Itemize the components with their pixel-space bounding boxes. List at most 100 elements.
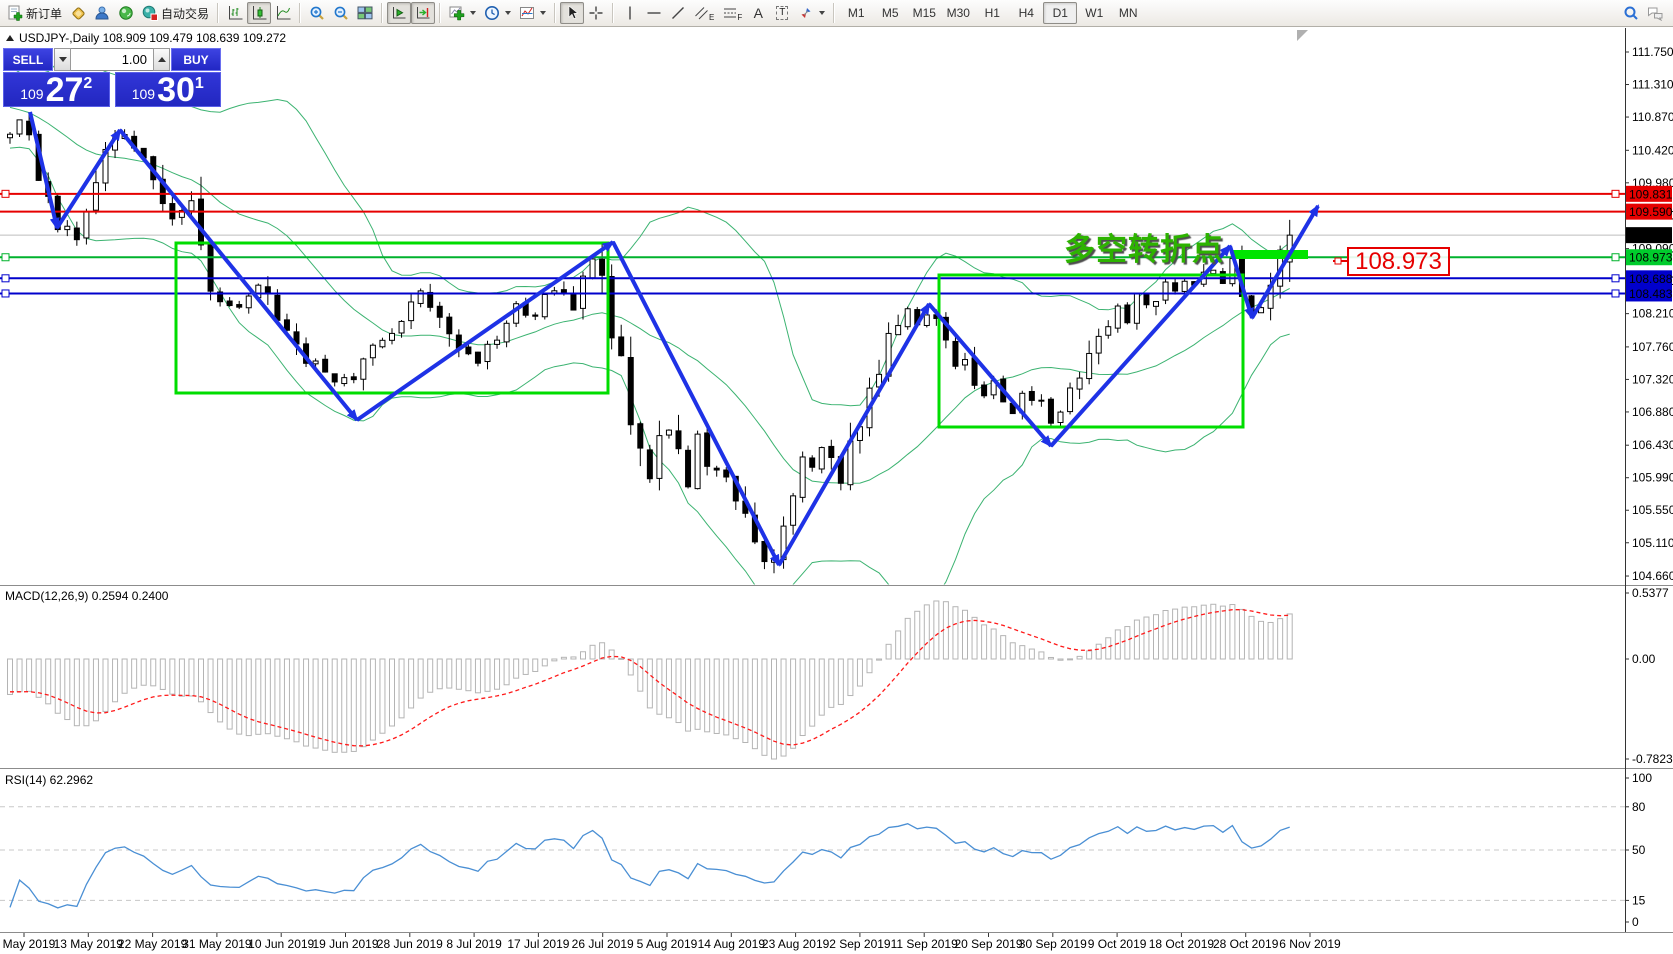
macd-histogram-bar (1086, 650, 1093, 660)
candle-body (188, 200, 195, 212)
zoom-in-button[interactable] (305, 2, 329, 24)
timeframe-h1-button[interactable]: H1 (984, 6, 1000, 20)
search-button[interactable] (1619, 2, 1643, 24)
sell-price-button[interactable]: 109 27 2 (3, 72, 110, 107)
signals-button[interactable] (114, 2, 138, 24)
volume-increase-button[interactable] (153, 48, 170, 71)
text-label-tool-button[interactable]: T (770, 2, 794, 24)
timeframe-mn-button[interactable]: MN (1118, 6, 1138, 20)
macd-histogram-bar (436, 658, 443, 690)
market-icon (95, 6, 109, 20)
macd-histogram-bar (264, 658, 271, 735)
timeframe-m30-button[interactable]: M30 (946, 6, 970, 20)
timeframe-m5-button[interactable]: M5 (881, 6, 899, 20)
date-axis-label: 28 Jun 2019 (377, 937, 443, 951)
text-tool-button[interactable]: A (746, 2, 770, 24)
horizontal-line-icon (647, 12, 661, 14)
zigzag-arrow[interactable] (118, 128, 359, 422)
volume-input[interactable] (71, 48, 153, 71)
zigzag-arrow[interactable] (55, 128, 122, 230)
macd-histogram-bar (1028, 648, 1035, 660)
line-handle[interactable] (1, 289, 10, 298)
candle-body (818, 447, 825, 470)
new-order-button[interactable]: 新订单 (3, 2, 66, 24)
timeframe-m15-button[interactable]: M15 (912, 6, 936, 20)
metaeditor-button[interactable] (66, 2, 90, 24)
price-tag (1626, 270, 1672, 287)
line-handle[interactable] (1, 274, 10, 283)
buy-button[interactable]: BUY (171, 48, 221, 71)
zigzag-arrow[interactable] (1049, 244, 1232, 448)
zigzag-arrow[interactable] (1228, 245, 1254, 320)
timeframe-h4-button[interactable]: H4 (1018, 6, 1034, 20)
callout-handle[interactable] (1334, 257, 1342, 265)
zigzag-arrow[interactable] (1250, 204, 1320, 320)
macd-histogram-bar (742, 658, 749, 743)
indicators-button[interactable] (445, 2, 480, 24)
chart-shift-marker-icon[interactable] (1297, 30, 1308, 41)
macd-histogram-bar (446, 658, 453, 689)
channel-tool-button[interactable]: E (690, 2, 718, 24)
trendline-tool-button[interactable] (666, 2, 690, 24)
line-chart-button[interactable] (271, 2, 295, 24)
green-trend-segment[interactable] (1232, 250, 1308, 259)
cursor-button[interactable] (560, 2, 585, 24)
new-order-label: 新订单 (26, 6, 63, 21)
sell-button[interactable]: SELL (3, 48, 53, 71)
macd-histogram-bar (1038, 651, 1045, 660)
zigzag-arrow[interactable] (777, 302, 931, 566)
candle-body (26, 120, 33, 136)
line-handle[interactable] (1, 253, 10, 262)
line-handle[interactable] (1611, 274, 1620, 283)
timeframe-d1-button[interactable]: D1 (1043, 2, 1078, 24)
templates-button[interactable] (515, 2, 550, 24)
bar-chart-button[interactable] (223, 2, 247, 24)
fibonacci-icon (724, 8, 737, 18)
rectangle-drawing[interactable] (174, 241, 610, 395)
market-button[interactable] (90, 2, 114, 24)
macd-histogram-bar (713, 658, 720, 734)
zigzag-arrow[interactable] (355, 240, 615, 422)
zigzag-arrow[interactable] (611, 241, 781, 567)
candle-body (312, 360, 319, 365)
tile-windows-button[interactable] (353, 2, 377, 24)
horizontal-line-tool-button[interactable] (642, 2, 666, 24)
candlestick-chart-button[interactable] (247, 2, 272, 24)
price-callout-label[interactable]: 108.973 (1347, 247, 1450, 276)
candle-body (474, 351, 481, 364)
rectangle-drawing[interactable] (937, 273, 1245, 429)
turning-point-annotation[interactable]: 多空转折点 (1064, 232, 1224, 267)
crosshair-button[interactable] (584, 2, 608, 24)
autotrading-button[interactable]: 自动交易 (138, 2, 213, 24)
line-handle[interactable] (1611, 289, 1620, 298)
buy-price-button[interactable]: 109 30 1 (114, 72, 221, 107)
chat-button[interactable] (1643, 2, 1667, 24)
arrows-tool-button[interactable] (794, 2, 829, 24)
macd-histogram-bar (35, 658, 42, 698)
macd-histogram-bar (1105, 637, 1112, 660)
date-axis-label: 31 May 2019 (182, 937, 252, 951)
zigzag-arrow[interactable] (28, 111, 60, 230)
timeframe-w1-button[interactable]: W1 (1085, 6, 1104, 20)
autoscroll-button[interactable] (387, 2, 412, 24)
candle-body (503, 322, 510, 343)
line-handle[interactable] (1611, 189, 1620, 198)
fibonacci-tool-button[interactable]: F (718, 2, 746, 24)
line-handle[interactable] (1, 189, 10, 198)
macd-histogram-bar (942, 601, 949, 660)
collapse-icon[interactable] (6, 35, 14, 41)
volume-decrease-button[interactable] (54, 48, 71, 71)
macd-histogram-bar (761, 658, 768, 756)
macd-histogram-bar (341, 658, 348, 753)
price-axis-label: 111.310 (1632, 78, 1673, 92)
macd-histogram-bar (914, 610, 921, 660)
zoom-out-button[interactable] (329, 2, 353, 24)
line-handle[interactable] (1611, 253, 1620, 262)
chart-shift-button[interactable] (411, 2, 436, 24)
periods-button[interactable] (480, 2, 515, 24)
vertical-line-tool-button[interactable] (618, 2, 642, 24)
zigzag-arrow[interactable] (927, 302, 1053, 448)
timeframe-m1-button[interactable]: M1 (847, 6, 865, 20)
macd-histogram-bar (1009, 642, 1016, 660)
